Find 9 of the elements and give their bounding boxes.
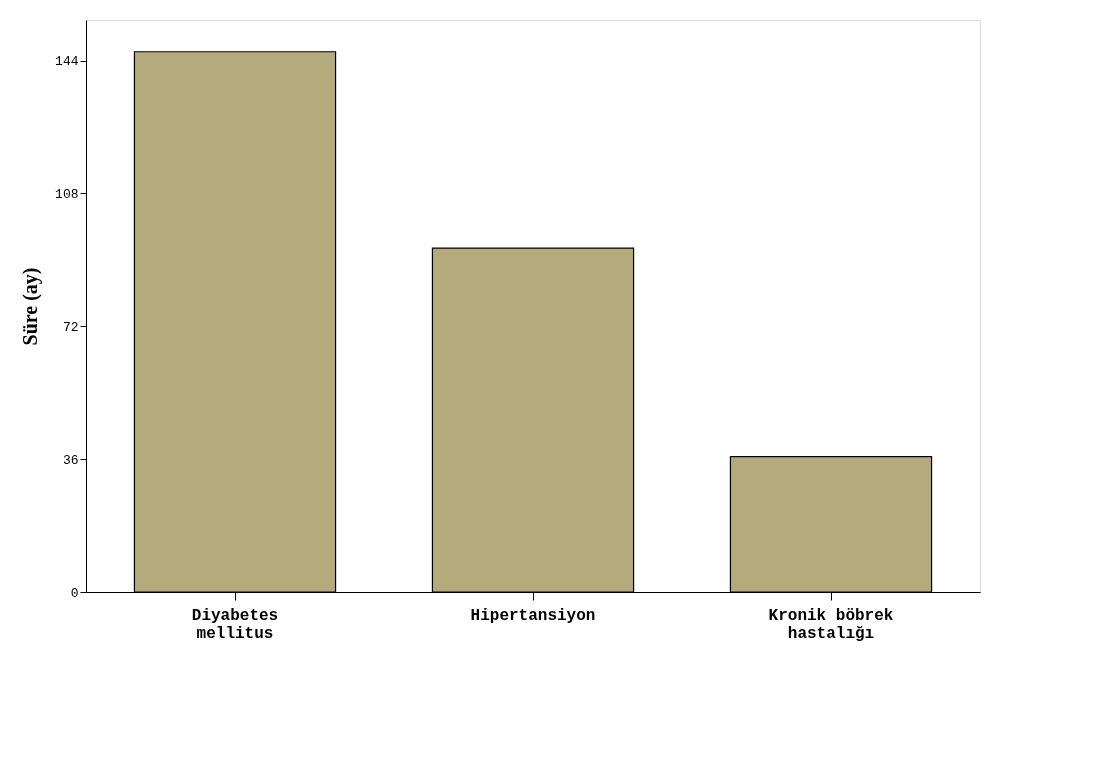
x-tick-label: Diyabetes mellitus [191,606,279,643]
x-tick-label: Hipertansiyon [470,606,596,625]
y-axis-title: Süre (ay) [19,267,43,346]
y-tick-label: 144 [55,54,79,70]
y-tick-label: 36 [62,452,79,468]
y-tick-label: 72 [62,319,79,335]
x-tick-label: Kronik böbrek hastalığı [768,606,894,643]
y-tick-label: 0 [70,585,79,601]
y-tick-label: 108 [55,186,79,202]
